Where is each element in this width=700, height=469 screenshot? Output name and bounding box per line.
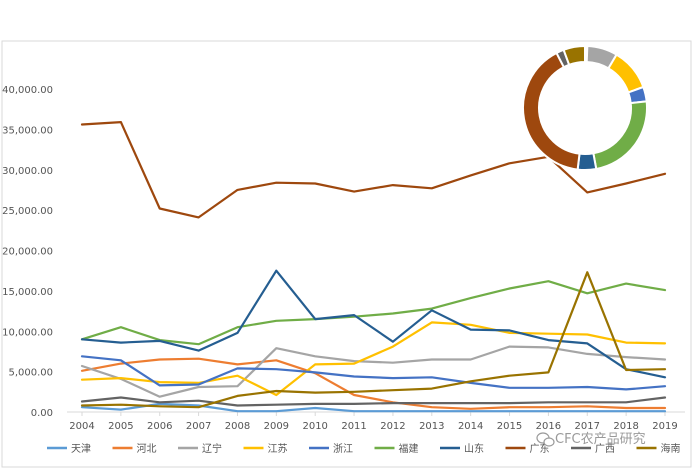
- x-tick-label: 2010: [302, 421, 327, 432]
- series-line-8: [80, 396, 667, 407]
- x-tick-label: 2015: [497, 421, 522, 432]
- x-tick-label: 2006: [147, 421, 172, 432]
- series-line-4: [80, 355, 667, 391]
- legend-label: 天津: [71, 443, 91, 455]
- x-tick-label: 2011: [341, 421, 366, 432]
- series-line-2: [80, 345, 667, 398]
- watermark-text: CFC农产品研究: [555, 432, 646, 447]
- y-tick-label: 35,000.00: [2, 125, 53, 136]
- y-tick-label: 25,000.00: [2, 206, 53, 217]
- donut-slice-6: [576, 152, 598, 171]
- x-tick-label: 2018: [613, 421, 638, 432]
- donut-chart: [522, 44, 649, 171]
- series-line-3: [80, 321, 667, 397]
- y-tick-label: 20,000.00: [2, 247, 53, 258]
- legend-label: 浙江: [333, 443, 353, 455]
- x-tick-label: 2016: [536, 421, 561, 432]
- y-axis: 0.00 5,000.00 10,000.00 15,000.00 20,000.00 2…: [2, 85, 53, 419]
- x-tick-label: 2012: [380, 421, 405, 432]
- x-tick-label: 2004: [69, 421, 94, 432]
- series-lines: [80, 120, 667, 413]
- legend-label: 山东: [464, 442, 484, 455]
- legend-label: 河北: [137, 443, 157, 455]
- y-tick-label: 5,000.00: [8, 368, 53, 379]
- legend-label: 江苏: [268, 442, 288, 455]
- series-line-6: [80, 269, 667, 379]
- legend: 天津 河北 辽宁 江苏 浙江 福建 山东 广东 广西 海南: [47, 442, 681, 455]
- y-tick-label: 15,000.00: [2, 287, 53, 298]
- x-tick-label: 2009: [264, 421, 289, 432]
- series-line-9: [80, 271, 667, 409]
- x-tick-label: 2017: [575, 421, 600, 432]
- series-line-1: [80, 357, 667, 410]
- legend-label: 广东: [530, 442, 550, 455]
- legend-label: 辽宁: [202, 442, 222, 455]
- y-tick-label: 0.00: [31, 408, 53, 419]
- series-line-5: [80, 280, 667, 346]
- legend-label: 福建: [399, 442, 419, 455]
- x-tick-label: 2019: [652, 421, 677, 432]
- x-tick-label: 2014: [458, 421, 483, 432]
- watermark: CFC农产品研究: [536, 432, 646, 447]
- wechat-icon: [536, 432, 555, 447]
- legend-label: 海南: [661, 442, 681, 455]
- chart-frame: [1, 40, 692, 468]
- x-tick-label: 2008: [225, 421, 250, 432]
- donut-slice-9: [562, 44, 586, 67]
- x-tick-label: 2005: [108, 421, 133, 432]
- x-axis: 2004 2005 2006 2007 2008 2009 2010 2011 2012 2013…: [69, 412, 678, 432]
- y-tick-label: 10,000.00: [2, 327, 53, 338]
- x-tick-label: 2007: [186, 421, 211, 432]
- x-tick-label: 2013: [419, 421, 444, 432]
- y-tick-label: 30,000.00: [2, 166, 53, 177]
- y-tick-label: 40,000.00: [2, 85, 53, 96]
- series-line-0: [80, 402, 667, 413]
- legend-label: 广西: [595, 443, 615, 455]
- series-line-7: [80, 120, 667, 219]
